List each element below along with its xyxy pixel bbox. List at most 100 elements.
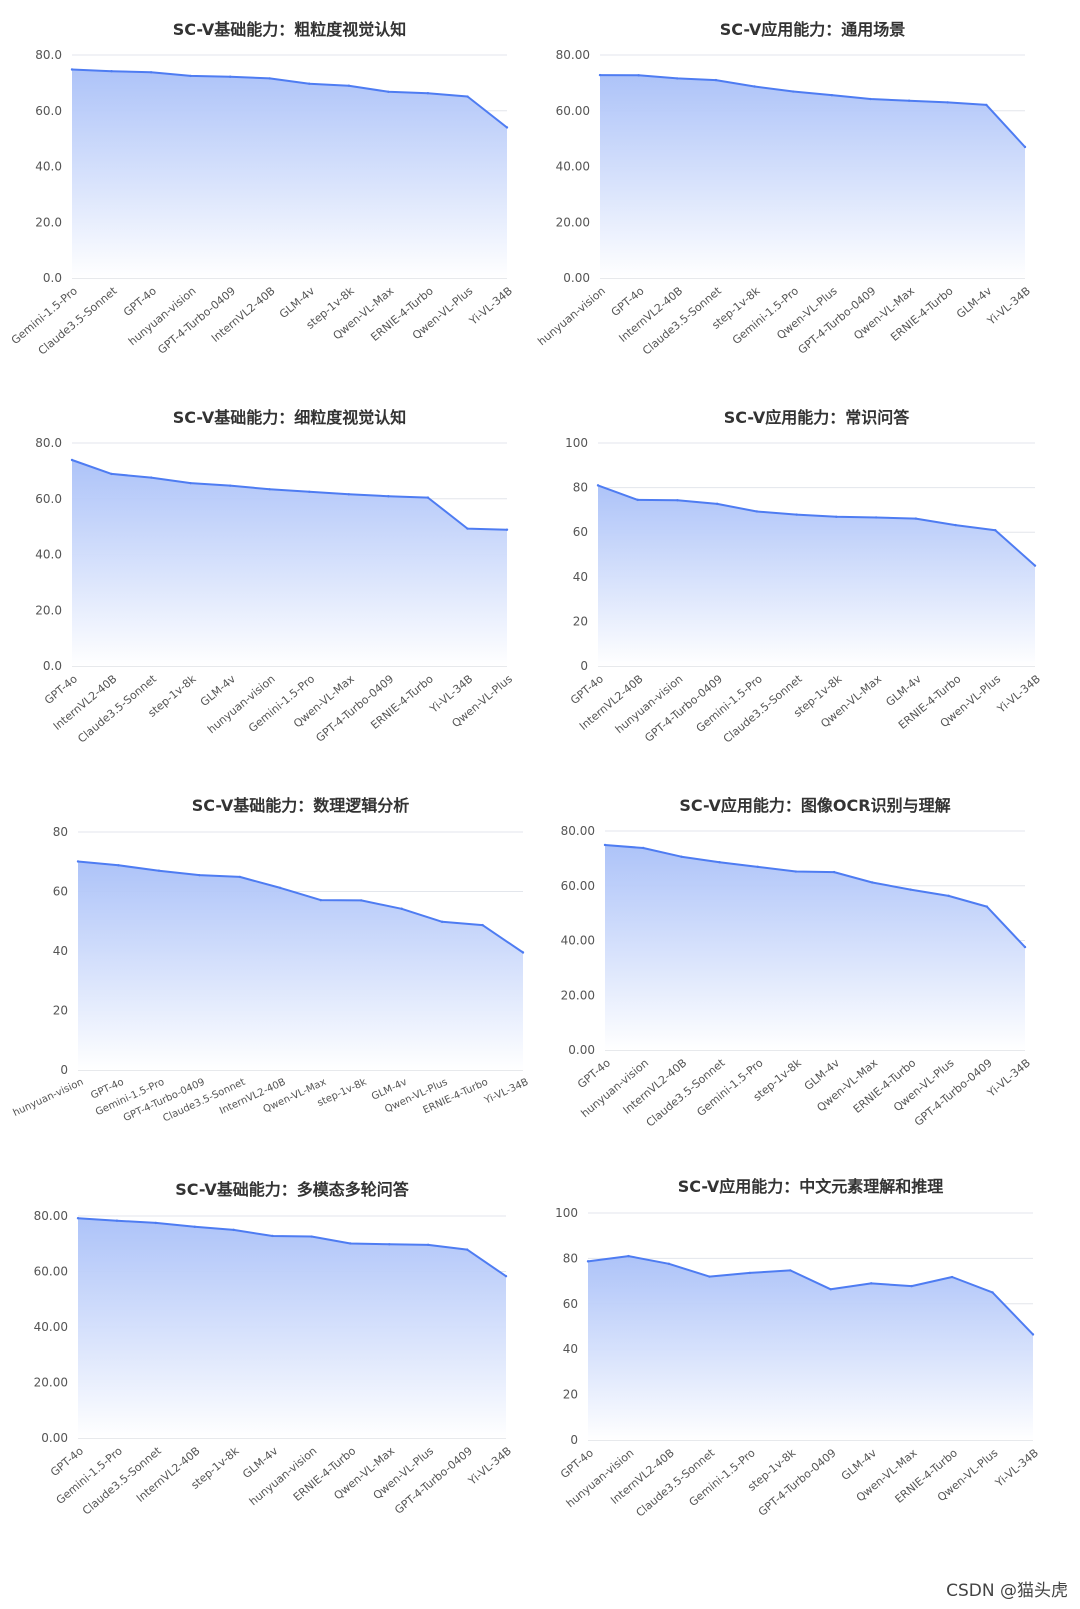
y-tick-label: 60 <box>573 525 588 539</box>
data-point <box>347 84 351 87</box>
data-point <box>914 517 918 520</box>
series-area <box>605 845 1025 1050</box>
x-tick-label: Yi-VL-34B <box>994 672 1043 716</box>
y-tick-label: 60.00 <box>556 104 590 118</box>
data-point <box>756 865 759 869</box>
data-point <box>426 496 430 499</box>
data-point <box>232 1228 235 1232</box>
data-point <box>869 1282 873 1285</box>
data-point <box>874 516 878 519</box>
y-tick-label: 0.0 <box>43 271 62 285</box>
y-tick-label: 80.0 <box>35 436 62 450</box>
y-tick-label: 0.0 <box>43 659 62 673</box>
watermark: CSDN @猫头虎 <box>946 1581 1068 1601</box>
y-tick-label: 80.00 <box>556 48 590 62</box>
y-tick-label: 60.00 <box>34 1265 68 1279</box>
data-point <box>157 869 161 872</box>
y-tick-label: 40.00 <box>556 160 590 174</box>
y-tick-label: 40 <box>53 944 68 958</box>
data-point <box>718 861 721 864</box>
data-point <box>1031 1333 1035 1336</box>
y-tick-label: 40.0 <box>35 548 62 562</box>
y-tick-label: 0 <box>580 659 588 673</box>
x-tick-label: Gemini-1.5-Pro <box>694 1056 765 1119</box>
x-tick-label: Gemini-1.5-Pro <box>54 1444 125 1507</box>
y-tick-label: 40.0 <box>35 160 62 174</box>
y-tick-label: 0.00 <box>568 1043 595 1057</box>
data-point <box>1023 145 1027 149</box>
data-point <box>871 881 874 884</box>
y-tick-label: 100 <box>555 1206 578 1220</box>
chart-panel-3: SC-V基础能力：细粒度视觉认知 0.0 20.0 40.0 60.0 80.0 GPT-4… <box>0 388 530 776</box>
x-tick-label: hunyuan-vision <box>205 672 278 736</box>
data-point <box>676 499 679 502</box>
y-tick-label: 0.00 <box>563 271 590 285</box>
series-area <box>78 861 523 1070</box>
chart-svg-6: SC-V应用能力：图像OCR识别与理解 0.00 20.00 40.00 60.00 80… <box>561 796 1033 1130</box>
chart-panel-7: SC-V基础能力：多模态多轮问答 0.00 20.00 40.00 60.00 80.00… <box>0 1160 530 1548</box>
y-tick-label: 0 <box>570 1433 578 1447</box>
x-tick-label: Gemini-1.5-Pro <box>730 284 801 347</box>
chart-panel-1: SC-V基础能力：粗粒度视觉认知 0.0 20.0 40.0 60.0 80.0 Gemin… <box>0 0 530 388</box>
y-tick-label: 20.00 <box>34 1376 68 1390</box>
data-point <box>149 71 153 74</box>
data-point <box>466 527 469 530</box>
data-point <box>795 513 798 516</box>
chart-title: SC-V基础能力：粗粒度视觉认知 <box>173 20 407 39</box>
chart-svg-4: SC-V应用能力：常识问答020406080100GPT-4oInternVL2… <box>565 408 1043 746</box>
data-point <box>1033 564 1037 567</box>
y-tick-label: 60 <box>53 885 68 899</box>
data-point <box>308 82 311 85</box>
x-tick-label: GPT-4o <box>568 672 606 707</box>
x-tick-label: hunyuan-vision <box>613 672 686 736</box>
data-point <box>667 1262 671 1266</box>
data-point <box>676 77 679 80</box>
x-tick-label: Yi-VL-34B <box>984 284 1033 328</box>
data-point <box>110 472 113 476</box>
x-tick-label: Gemini-1.5-Pro <box>9 284 80 347</box>
data-point <box>947 894 950 898</box>
series-line <box>604 844 1026 948</box>
data-point <box>504 1275 508 1278</box>
x-tick-label: GPT-4-Turbo-0409 <box>756 1446 839 1518</box>
y-tick-label: 40.00 <box>561 934 595 948</box>
series-line <box>77 1217 507 1278</box>
data-point <box>791 90 795 93</box>
y-tick-label: 20.00 <box>556 215 590 229</box>
data-point <box>641 846 645 850</box>
data-point <box>268 488 271 491</box>
y-tick-label: 80 <box>573 481 588 495</box>
data-point <box>994 528 997 532</box>
data-point <box>1023 945 1027 949</box>
data-point <box>830 93 834 97</box>
data-point <box>789 1269 792 1272</box>
series-line <box>77 860 524 954</box>
y-tick-label: 0 <box>60 1063 68 1077</box>
data-point <box>189 74 192 78</box>
data-point <box>387 90 390 93</box>
data-point <box>228 484 232 487</box>
series-area <box>72 460 507 666</box>
chart-svg-7: SC-V基础能力：多模态多轮问答 0.00 20.00 40.00 60.00 80.00… <box>34 1180 514 1518</box>
data-point <box>521 951 525 954</box>
data-point <box>466 95 469 98</box>
data-point <box>228 75 232 78</box>
data-point <box>596 484 600 487</box>
data-point <box>76 1217 80 1220</box>
chart-panel-4: SC-V应用能力：常识问答 0 20 40 60 80 100 GPT-4o InternVL2… <box>530 388 1060 776</box>
y-tick-label: 100 <box>565 436 588 450</box>
data-point <box>76 860 80 863</box>
chart-title: SC-V应用能力：常识问答 <box>724 408 910 427</box>
data-point <box>505 528 509 531</box>
chart-title: SC-V基础能力：数理逻辑分析 <box>192 796 410 815</box>
data-point <box>714 78 718 82</box>
y-tick-label: 80.0 <box>35 48 62 62</box>
data-point <box>310 1235 313 1238</box>
data-point <box>440 920 444 924</box>
data-point <box>279 886 282 890</box>
data-point <box>481 923 484 927</box>
data-point <box>189 481 192 485</box>
y-tick-label: 20 <box>573 614 588 628</box>
data-point <box>465 1248 469 1251</box>
data-point <box>832 870 836 874</box>
